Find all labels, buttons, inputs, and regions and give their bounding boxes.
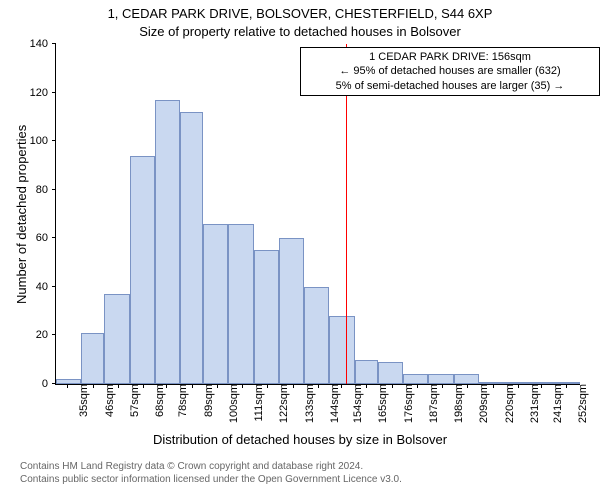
histogram-bar xyxy=(428,374,453,384)
credits-line-2: Contains public sector information licen… xyxy=(20,473,402,486)
y-tick-mark xyxy=(52,237,56,238)
x-tick-label: 133sqm xyxy=(298,384,316,423)
x-tick-mark xyxy=(242,384,243,388)
x-tick-mark xyxy=(318,384,319,388)
x-tick-mark xyxy=(217,384,218,388)
x-tick-label: 241sqm xyxy=(546,384,564,423)
x-tick-mark xyxy=(192,384,193,388)
x-tick-label: 78sqm xyxy=(171,384,189,417)
histogram-bar xyxy=(304,287,329,384)
y-tick-mark xyxy=(52,334,56,335)
y-tick-label: 120 xyxy=(30,87,56,99)
histogram-bar xyxy=(329,316,354,384)
y-tick-label: 40 xyxy=(36,281,56,293)
histogram-bar xyxy=(355,360,378,384)
y-tick-mark xyxy=(52,92,56,93)
x-tick-mark xyxy=(467,384,468,388)
y-tick-label: 60 xyxy=(36,232,56,244)
x-tick-mark xyxy=(541,384,542,388)
x-tick-label: 46sqm xyxy=(98,384,116,417)
histogram-bar xyxy=(130,156,155,384)
x-tick-label: 35sqm xyxy=(72,384,90,417)
histogram-bar xyxy=(155,100,180,384)
histogram-bar xyxy=(203,224,228,384)
x-tick-mark xyxy=(93,384,94,388)
histogram-bar xyxy=(81,333,104,384)
histogram-bar xyxy=(504,382,529,384)
page-subtitle: Size of property relative to detached ho… xyxy=(0,24,600,39)
y-tick-label: 0 xyxy=(42,378,56,390)
x-tick-mark xyxy=(143,384,144,388)
x-tick-label: 252sqm xyxy=(571,384,589,423)
x-tick-mark xyxy=(566,384,567,388)
histogram-bar xyxy=(529,382,552,384)
x-tick-label: 187sqm xyxy=(422,384,440,423)
x-tick-label: 57sqm xyxy=(123,384,141,417)
x-tick-mark xyxy=(67,384,68,388)
histogram-bar xyxy=(56,379,81,384)
histogram-bar xyxy=(104,294,129,384)
annotation-line: 5% of semi-detached houses are larger (3… xyxy=(303,79,597,93)
annotation-line: 1 CEDAR PARK DRIVE: 156sqm xyxy=(303,50,597,64)
x-axis-label: Distribution of detached houses by size … xyxy=(0,432,600,447)
x-tick-label: 111sqm xyxy=(247,384,265,422)
histogram-bar xyxy=(403,374,428,384)
x-tick-label: 231sqm xyxy=(523,384,541,423)
x-tick-label: 198sqm xyxy=(447,384,465,423)
histogram-bar xyxy=(228,224,253,384)
credits-line-1: Contains HM Land Registry data © Crown c… xyxy=(20,460,402,473)
x-tick-label: 176sqm xyxy=(397,384,415,423)
x-tick-label: 209sqm xyxy=(472,384,490,423)
histogram-bar xyxy=(552,382,580,384)
y-tick-label: 20 xyxy=(36,329,56,341)
x-tick-label: 165sqm xyxy=(371,384,389,423)
x-tick-mark xyxy=(518,384,519,388)
x-tick-mark xyxy=(267,384,268,388)
x-tick-mark xyxy=(293,384,294,388)
histogram-bar xyxy=(180,112,203,384)
annotation-line: ← 95% of detached houses are smaller (63… xyxy=(303,64,597,78)
histogram-bar xyxy=(378,362,403,384)
page-title: 1, CEDAR PARK DRIVE, BOLSOVER, CHESTERFI… xyxy=(0,6,600,21)
x-tick-mark xyxy=(366,384,367,388)
chart-plot-area: 02040608010012014035sqm46sqm57sqm68sqm78… xyxy=(55,44,580,385)
x-tick-mark xyxy=(392,384,393,388)
y-tick-mark xyxy=(52,43,56,44)
x-tick-label: 220sqm xyxy=(498,384,516,423)
histogram-bar xyxy=(279,238,304,384)
x-tick-mark xyxy=(118,384,119,388)
y-tick-mark xyxy=(52,189,56,190)
credits-text: Contains HM Land Registry data © Crown c… xyxy=(20,460,402,486)
x-tick-label: 144sqm xyxy=(323,384,341,423)
histogram-bar xyxy=(454,374,479,384)
x-tick-label: 68sqm xyxy=(148,384,166,417)
y-tick-label: 140 xyxy=(30,38,56,50)
histogram-bar xyxy=(254,250,279,384)
x-tick-mark xyxy=(341,384,342,388)
histogram-bar xyxy=(479,382,504,384)
x-tick-mark xyxy=(442,384,443,388)
x-tick-label: 154sqm xyxy=(346,384,364,423)
x-tick-mark xyxy=(493,384,494,388)
y-tick-label: 80 xyxy=(36,184,56,196)
x-tick-label: 89sqm xyxy=(197,384,215,417)
y-tick-label: 100 xyxy=(30,135,56,147)
x-tick-label: 100sqm xyxy=(222,384,240,423)
annotation-box: 1 CEDAR PARK DRIVE: 156sqm← 95% of detac… xyxy=(300,47,600,96)
x-tick-label: 122sqm xyxy=(272,384,290,423)
x-tick-mark xyxy=(166,384,167,388)
y-tick-mark xyxy=(52,140,56,141)
y-axis-label: Number of detached properties xyxy=(14,125,29,304)
y-tick-mark xyxy=(52,286,56,287)
x-tick-mark xyxy=(417,384,418,388)
